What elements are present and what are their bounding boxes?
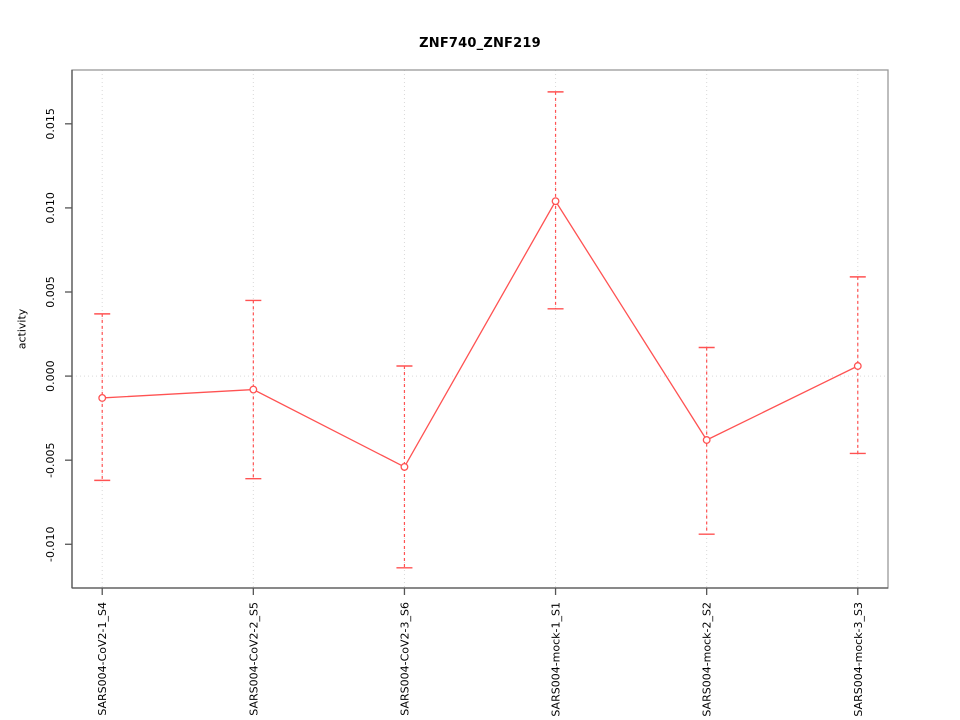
x-category-label: SARS004-mock-3_S3 xyxy=(852,602,865,717)
x-category-label: SARS004-mock-1_S1 xyxy=(550,602,563,717)
data-point-marker xyxy=(702,436,711,444)
data-point-marker xyxy=(551,197,560,206)
data-point-marker xyxy=(98,394,107,402)
plot-box xyxy=(71,69,889,589)
data-point-marker xyxy=(853,362,862,370)
chart-title: ZNF740_ZNF219 xyxy=(419,36,541,51)
x-category-label: SARS004-CoV2-2_S5 xyxy=(247,602,260,716)
y-tick-label: -0.005 xyxy=(44,442,57,477)
data-point-marker xyxy=(400,462,409,471)
x-category-label: SARS004-mock-2_S2 xyxy=(701,602,714,717)
series-line xyxy=(102,199,859,468)
x-category-label: SARS004-CoV2-1_S4 xyxy=(96,602,109,716)
y-tick-label: 0.005 xyxy=(44,276,57,308)
data-point-marker xyxy=(249,385,258,394)
y-tick-label: 0.000 xyxy=(44,360,57,392)
y-tick-label: 0.015 xyxy=(44,108,57,139)
y-tick-label: 0.010 xyxy=(44,192,57,224)
x-category-label: SARS004-CoV2-3_S6 xyxy=(398,602,411,716)
y-tick-label: -0.010 xyxy=(44,527,57,562)
